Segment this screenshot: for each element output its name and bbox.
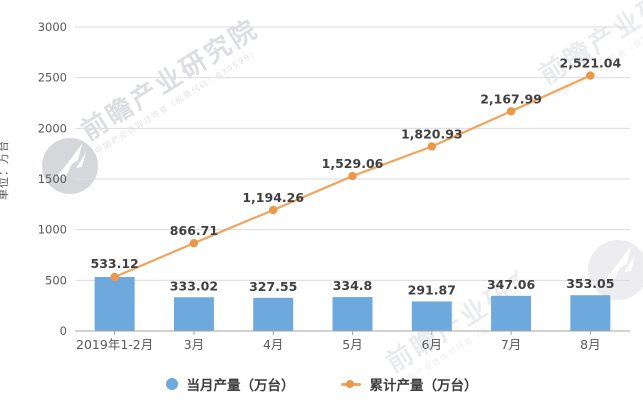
legend-item-monthly-output[interactable]: 当月产量（万台） — [165, 374, 295, 394]
bar-value-label: 347.06 — [487, 277, 536, 292]
line-point-marker — [586, 71, 595, 80]
line-point-marker — [348, 171, 357, 181]
x-axis-label: 5月 — [342, 337, 362, 352]
line-value-label: 1,529.06 — [322, 156, 384, 171]
x-axis-label: 6月 — [422, 337, 442, 352]
line-point-marker — [269, 205, 278, 215]
bar-value-label: 353.05 — [566, 276, 614, 291]
bar-value-label: 333.02 — [170, 278, 218, 293]
bar-monthly-output — [94, 276, 135, 331]
line-point-marker — [506, 107, 516, 116]
legend-item-cumulative-output[interactable]: 累计产量（万台） — [340, 374, 478, 394]
line-value-label: 1,820.93 — [401, 126, 463, 141]
line-point-marker — [110, 272, 119, 282]
legend-label-monthly: 当月产量（万台） — [186, 378, 295, 394]
bar-series-marker-icon — [165, 378, 178, 390]
bar-monthly-output — [491, 295, 532, 331]
bar-monthly-output — [332, 297, 373, 331]
line-point-marker — [427, 142, 436, 151]
bar-monthly-output — [253, 297, 294, 331]
y-tick-label: 1500 — [38, 172, 67, 186]
x-axis-label: 8月 — [580, 337, 600, 352]
y-tick-label: 3000 — [38, 20, 67, 34]
line-value-label: 2,167.99 — [480, 91, 542, 106]
x-axis-label: 7月 — [501, 337, 521, 352]
bar-monthly-output — [411, 301, 452, 331]
x-axis-label: 2019年1-2月 — [76, 337, 153, 352]
y-tick-label: 2500 — [38, 71, 67, 85]
legend-label-cumulative: 累计产量（万台） — [369, 378, 478, 394]
x-axis-label: 3月 — [184, 337, 204, 352]
y-tick-label: 500 — [45, 273, 67, 287]
line-value-label: 1,194.26 — [242, 190, 304, 205]
bar-value-label: 291.87 — [408, 282, 456, 297]
y-tick-label: 0 — [60, 324, 67, 338]
line-value-label: 2,521.04 — [560, 56, 622, 71]
bar-monthly-output — [173, 297, 214, 331]
bar-value-label: 533.12 — [91, 256, 139, 271]
line-value-label: 866.71 — [170, 223, 218, 238]
y-tick-label: 2000 — [38, 121, 67, 135]
bar-value-label: 334.8 — [333, 278, 373, 293]
bar-monthly-output — [570, 295, 611, 331]
bar-value-label: 327.55 — [249, 279, 297, 294]
y-tick-label: 1000 — [38, 223, 67, 237]
line-series-marker-icon — [340, 378, 361, 390]
legend: 当月产量（万台） 累计产量（万台） — [0, 374, 643, 394]
x-axis-label: 4月 — [263, 337, 283, 352]
line-point-marker — [189, 238, 199, 248]
